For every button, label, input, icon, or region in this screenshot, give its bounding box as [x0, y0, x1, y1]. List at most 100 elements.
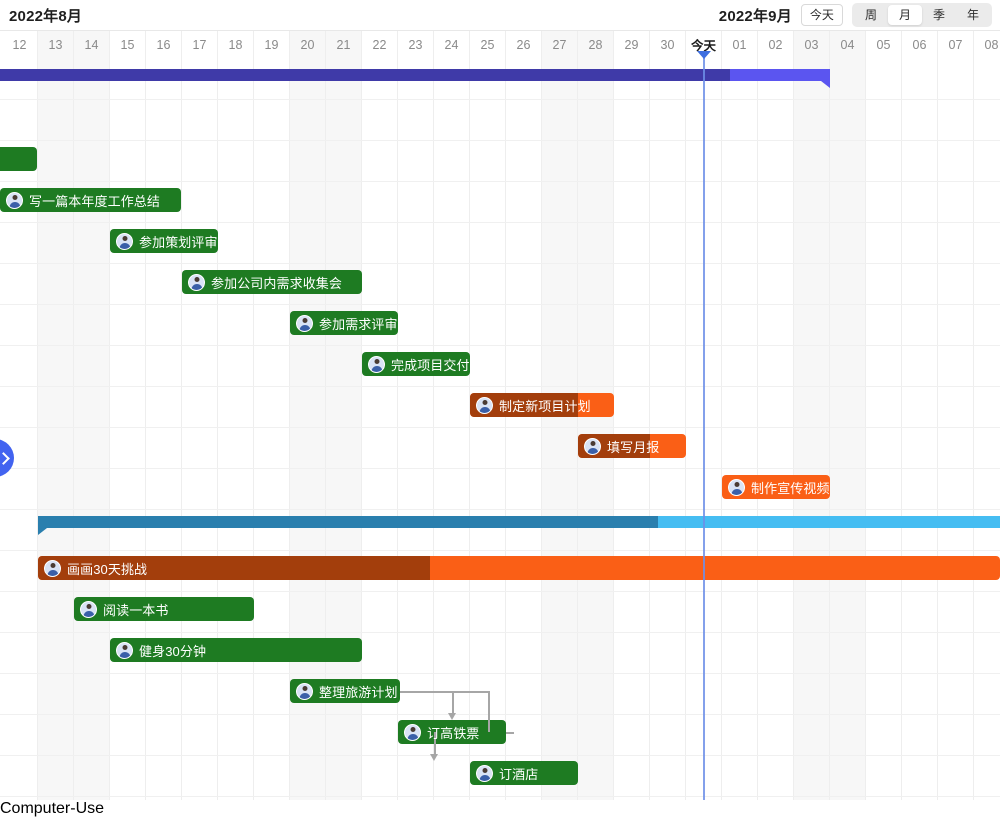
grid-row-line [0, 632, 1000, 633]
grid-column-27 [542, 58, 578, 800]
summary-bar-life[interactable] [38, 516, 1000, 535]
timescale-option-0[interactable]: 周 [864, 8, 877, 22]
task-bar-new-project-plan[interactable]: 制定新项目计划 [470, 393, 614, 417]
date-header-cell-15[interactable]: 15 [110, 31, 146, 58]
gantt-grid: 写一篇本年度工作总结参加策划评审参加公司内需求收集会参加需求评审完成项目交付制定… [0, 58, 1000, 800]
date-header-cell-25[interactable]: 25 [470, 31, 506, 58]
gantt-chart-app: 2022年8月 2022年9月 今天 周月季 年 12 13 14 15 16 17 18 19… [0, 0, 1000, 800]
summary-progress-fill [0, 69, 730, 81]
date-header-cell-12[interactable]: 12 [2, 31, 38, 58]
grid-column-24 [434, 58, 470, 800]
avatar [44, 559, 61, 577]
task-bar-monthly-report[interactable]: 填写月报 [578, 434, 686, 458]
task-bar-planning-review[interactable]: 参加策划评审 [110, 229, 218, 253]
grid-column-30 [650, 58, 686, 800]
task-bar-train-ticket[interactable]: 订高铁票 [398, 720, 506, 744]
summary-bar-work[interactable] [0, 69, 830, 88]
date-header-cell-18[interactable]: 18 [218, 31, 254, 58]
grid-row-line [0, 140, 1000, 141]
grid-row-line [0, 714, 1000, 715]
grid-row-line [0, 222, 1000, 223]
grid-row-line [0, 591, 1000, 592]
task-bar-label: 写一篇本年度工作总结 [29, 193, 161, 209]
task-bar-label: 健身30分钟 [139, 643, 207, 659]
avatar [116, 232, 133, 250]
timescale-option-1[interactable]: 月 [887, 5, 922, 25]
timescale-option-2[interactable]: 季 [932, 8, 945, 22]
grid-row-line [0, 181, 1000, 182]
task-bar-content: 订酒店 [470, 764, 578, 783]
date-header-cell-06[interactable]: 06 [902, 31, 938, 58]
avatar [584, 437, 601, 455]
task-bar-fitness-30min[interactable]: 健身30分钟 [110, 638, 362, 662]
grid-row-line [0, 796, 1000, 797]
date-header-cell-21[interactable]: 21 [326, 31, 362, 58]
date-header-cell-02[interactable]: 02 [758, 31, 794, 58]
date-header-cell-03[interactable]: 03 [794, 31, 830, 58]
task-bar-label: 完成项目交付 [391, 357, 470, 373]
date-header-today[interactable]: 今天 [686, 31, 722, 58]
task-bar-label: 参加需求评审 [319, 316, 398, 332]
date-header-cell-01[interactable]: 01 [722, 31, 758, 58]
task-bar-hotel[interactable]: 订酒店 [470, 761, 578, 785]
task-bar-label: 制定新项目计划 [499, 398, 591, 414]
timescale-option-3[interactable]: 年 [966, 8, 979, 22]
date-header-cell-26[interactable]: 26 [506, 31, 542, 58]
task-bar-drawing-challenge[interactable]: 画画30天挑战 [38, 556, 1000, 580]
date-header-cell-04[interactable]: 04 [830, 31, 866, 58]
date-header-cell-28[interactable]: 28 [578, 31, 614, 58]
date-header-cell-30[interactable]: 30 [650, 31, 686, 58]
grid-row-line [0, 673, 1000, 674]
left-month-label: 2022年8月 [9, 7, 83, 25]
sidebar-expand-button[interactable] [0, 439, 14, 477]
date-header-cell-29[interactable]: 29 [614, 31, 650, 58]
dep-train-to-hotel-h1 [506, 732, 514, 734]
date-header-cell-24[interactable]: 24 [434, 31, 470, 58]
avatar [728, 478, 745, 496]
date-header-cell-07[interactable]: 07 [938, 31, 974, 58]
today-vertical-line [703, 58, 705, 800]
today-button[interactable]: 今天 [800, 4, 843, 26]
task-bar-travel-plan[interactable]: 整理旅游计划 [290, 679, 400, 703]
avatar [476, 764, 493, 782]
avatar [368, 355, 385, 373]
grid-row-line [0, 386, 1000, 387]
date-header-cell-13[interactable]: 13 [38, 31, 74, 58]
task-bar-promo-video[interactable]: 制作宣传视频 [722, 475, 830, 499]
date-header-cell-22[interactable]: 22 [362, 31, 398, 58]
task-bar-label: 填写月报 [607, 439, 660, 455]
date-header-cell-05[interactable]: 05 [866, 31, 902, 58]
grid-column-25 [470, 58, 506, 800]
dep-fork-vertical [488, 691, 490, 732]
date-header-cell-08[interactable]: 08 [974, 31, 1000, 58]
date-header-cell-20[interactable]: 20 [290, 31, 326, 58]
grid-column-26 [506, 58, 542, 800]
grid-column-15 [110, 58, 146, 800]
task-bar-label: 画画30天挑战 [67, 561, 148, 577]
date-header-cell-16[interactable]: 16 [146, 31, 182, 58]
grid-row-line [0, 304, 1000, 305]
task-bar-content: 制作宣传视频 [722, 478, 830, 497]
task-bar-read-a-book[interactable]: 阅读一本书 [74, 597, 254, 621]
task-bar-partial-top[interactable] [0, 147, 37, 171]
grid-column-12 [2, 58, 38, 800]
dep-travelplan-to-train-v1 [452, 691, 454, 713]
task-bar-requirement-review[interactable]: 参加需求评审 [290, 311, 398, 335]
date-header-cell-14[interactable]: 14 [74, 31, 110, 58]
date-header-cell-23[interactable]: 23 [398, 31, 434, 58]
task-bar-annual-summary[interactable]: 写一篇本年度工作总结 [0, 188, 181, 212]
dep-travelplan-to-train-h1 [400, 691, 488, 693]
grid-row-line [0, 345, 1000, 346]
avatar [296, 682, 313, 700]
grid-column-29 [614, 58, 650, 800]
dep-travelplan-to-train-arrowhead [448, 713, 456, 720]
avatar [80, 600, 97, 618]
date-header-cell-19[interactable]: 19 [254, 31, 290, 58]
task-bar-requirement-meeting[interactable]: 参加公司内需求收集会 [182, 270, 362, 294]
task-bar-project-delivery[interactable]: 完成项目交付 [362, 352, 470, 376]
date-header-cell-17[interactable]: 17 [182, 31, 218, 58]
grid-column-19 [254, 58, 290, 800]
date-header-cell-27[interactable]: 27 [542, 31, 578, 58]
grid-row-line [0, 263, 1000, 264]
timescale-segmented-control: 周月季 年 [851, 3, 992, 27]
